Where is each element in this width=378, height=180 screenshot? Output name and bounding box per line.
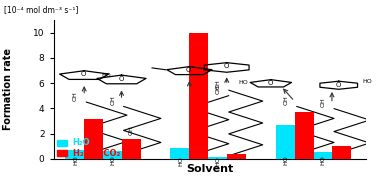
Text: HO: HO (239, 80, 248, 85)
Text: HO: HO (321, 155, 326, 165)
Text: OH: OH (73, 91, 78, 101)
Text: OH: OH (215, 85, 221, 94)
Bar (84, 118, 103, 159)
Text: O: O (335, 82, 341, 88)
Text: [10⁻⁴ mol dm⁻³ s⁻¹]: [10⁻⁴ mol dm⁻³ s⁻¹] (4, 6, 78, 15)
Text: OH: OH (284, 95, 288, 105)
Text: O: O (81, 71, 86, 77)
Bar (276, 125, 294, 159)
Bar (102, 151, 121, 159)
Bar (227, 154, 246, 159)
Text: OH: OH (321, 98, 326, 107)
Bar (121, 139, 141, 159)
Text: O: O (268, 80, 273, 86)
Bar (294, 112, 314, 159)
Text: OH: OH (215, 79, 221, 89)
Text: O: O (223, 63, 229, 69)
Text: HO: HO (215, 156, 221, 166)
Text: HO: HO (178, 156, 183, 166)
Bar (189, 33, 208, 159)
Bar (313, 152, 332, 159)
X-axis label: Solvent: Solvent (186, 165, 233, 174)
Bar (332, 146, 351, 159)
Text: OH: OH (129, 126, 134, 135)
Text: HO: HO (73, 155, 78, 165)
Bar (170, 148, 189, 159)
Text: HO: HO (363, 79, 372, 84)
Text: O: O (186, 67, 191, 73)
Text: OH: OH (110, 95, 115, 105)
Legend: H₂O, H₂O + CO₂: H₂O, H₂O + CO₂ (57, 138, 120, 158)
Text: HO: HO (110, 155, 115, 165)
Text: HO: HO (284, 155, 288, 165)
Bar (208, 157, 227, 159)
Y-axis label: Formation rate: Formation rate (3, 48, 13, 130)
Bar (65, 150, 84, 159)
Text: O: O (118, 76, 124, 82)
Text: HO: HO (102, 73, 112, 78)
